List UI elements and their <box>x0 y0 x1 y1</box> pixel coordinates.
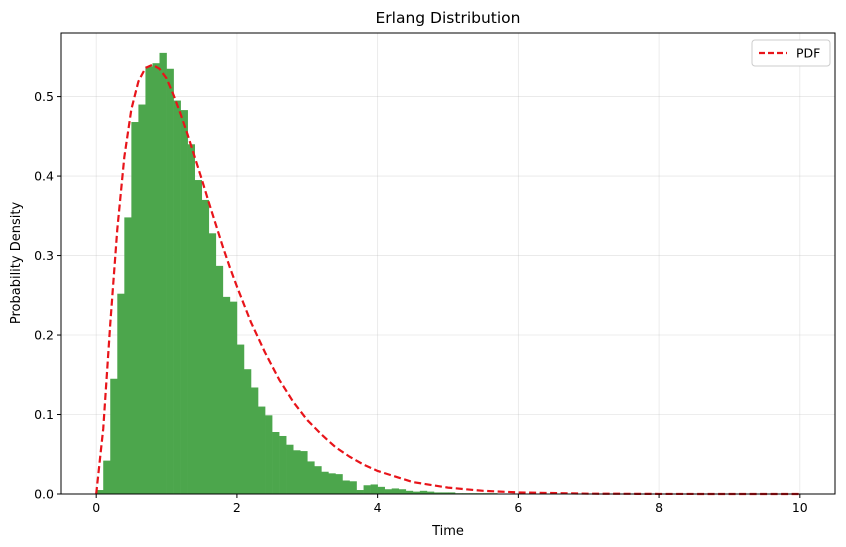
histogram-bar <box>243 369 252 494</box>
y-tick-label: 0.2 <box>34 328 54 343</box>
histogram-bar <box>419 490 428 494</box>
histogram-bar <box>293 450 301 494</box>
y-tick-label: 0.0 <box>34 487 54 502</box>
histogram-bar <box>96 490 104 494</box>
y-axis-label: Probability Density <box>9 202 24 325</box>
plot-frame <box>60 32 836 495</box>
histogram-bar <box>173 100 181 494</box>
y-tick-label: 0.5 <box>34 89 54 104</box>
legend: PDF <box>751 39 831 67</box>
x-tick-label: 4 <box>374 500 382 515</box>
histogram-bar <box>131 122 139 494</box>
x-tick-label: 2 <box>233 500 241 515</box>
histogram-bar <box>208 233 217 494</box>
x-tick-label: 6 <box>514 500 522 515</box>
histogram-bar <box>286 444 294 494</box>
y-tick-label: 0.3 <box>34 248 54 263</box>
histogram-bar <box>236 344 245 494</box>
pdf-series <box>95 63 800 496</box>
histogram-bar <box>124 217 132 494</box>
histogram-bar <box>349 481 357 494</box>
histogram-bar <box>314 466 322 494</box>
histogram-bar <box>194 180 203 495</box>
legend-pdf-label: PDF <box>796 46 820 61</box>
histogram-bar <box>145 66 153 495</box>
histogram-bar <box>321 471 329 494</box>
histogram-bar <box>229 301 238 494</box>
histogram-bar <box>342 480 350 494</box>
histogram-bar <box>250 387 259 494</box>
histogram-bar <box>265 415 273 494</box>
histogram-bar <box>279 435 287 494</box>
histogram-bar <box>117 293 125 494</box>
histogram-bars <box>96 52 519 495</box>
histogram-bar <box>440 492 449 494</box>
histogram-bar <box>426 491 435 494</box>
x-axis-label: Time <box>431 524 464 539</box>
histogram-bar <box>328 473 336 494</box>
histogram-bar <box>300 451 308 494</box>
histogram-bar <box>110 378 118 494</box>
histogram-bar <box>307 461 315 494</box>
histogram-bar <box>166 68 174 494</box>
histogram-bar <box>412 491 421 494</box>
y-tick-label: 0.1 <box>34 407 54 422</box>
histogram-bar <box>222 296 231 494</box>
histogram-bar <box>152 63 160 494</box>
histogram-bar <box>448 492 456 494</box>
histogram-bar <box>363 485 371 494</box>
histogram-bar <box>391 488 400 494</box>
histogram-bar <box>370 484 378 494</box>
chart-title: Erlang Distribution <box>376 9 521 27</box>
histogram-bar <box>138 104 146 494</box>
histogram-bar <box>215 265 224 494</box>
y-axis-ticks: 0.0 0.1 0.2 0.3 0.4 0.5 <box>34 89 61 502</box>
histogram-bar <box>159 52 167 494</box>
x-tick-label: 10 <box>792 500 808 515</box>
x-axis-ticks: 0 2 4 6 8 10 <box>92 494 808 515</box>
histogram-bar <box>384 489 393 494</box>
histogram-bar <box>433 492 442 494</box>
histogram-bar <box>356 490 364 494</box>
pdf-line <box>95 63 800 496</box>
histogram-bar <box>335 474 343 494</box>
histogram-bar <box>258 406 266 494</box>
histogram-bar <box>201 199 210 494</box>
histogram-bar <box>405 490 414 494</box>
histogram-bar <box>272 432 280 494</box>
histogram-bar <box>180 110 188 495</box>
y-tick-label: 0.4 <box>34 169 54 184</box>
histogram-bar <box>398 489 407 494</box>
legend-box <box>751 39 831 67</box>
x-tick-label: 0 <box>92 500 100 515</box>
histogram-bar <box>377 486 385 494</box>
x-tick-label: 8 <box>655 500 663 515</box>
histogram-bar <box>187 144 195 494</box>
histogram-bar <box>103 460 111 494</box>
